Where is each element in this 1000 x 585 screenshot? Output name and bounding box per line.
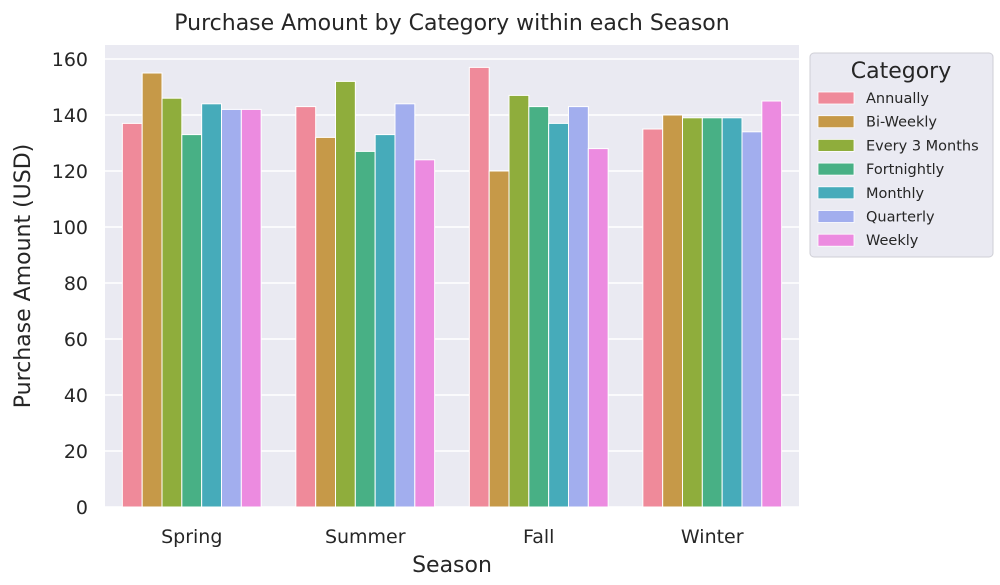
- legend-label: Quarterly: [866, 210, 935, 226]
- bar-spring-fortnightly: [181, 134, 203, 508]
- bar-spring-quarterly: [220, 108, 242, 508]
- bar-fall-fortnightly: [528, 106, 550, 508]
- legend-swatch: [817, 233, 855, 247]
- bar-spring-bi-weekly: [141, 72, 163, 508]
- legend-swatch: [817, 210, 855, 223]
- legend-swatch: [817, 186, 855, 200]
- legend-label: Fortnightly: [866, 162, 945, 178]
- y-tick-label: 120: [52, 161, 88, 183]
- bar-winter-weekly: [761, 100, 783, 508]
- x-tick-label: Summer: [325, 526, 406, 548]
- x-tick-label: Spring: [161, 526, 222, 548]
- bar-summer-bi-weekly: [315, 136, 337, 508]
- x-axis-label: Season: [412, 553, 492, 578]
- bar-winter-bi-weekly: [662, 114, 684, 508]
- legend-swatch: [817, 91, 855, 105]
- y-axis-label: Purchase Amount (USD): [11, 144, 36, 409]
- bar-fall-every-3-months: [508, 94, 530, 508]
- bar-fall-weekly: [587, 148, 609, 508]
- bar-spring-weekly: [240, 108, 262, 508]
- bar-winter-quarterly: [741, 131, 763, 508]
- bars: [121, 66, 783, 508]
- bar-summer-monthly: [374, 134, 396, 508]
- y-tick-label: 0: [76, 497, 88, 519]
- bar-winter-annually: [642, 128, 664, 508]
- legend-swatch: [817, 138, 855, 152]
- x-tick-labels: Spring Summer Fall Winter: [161, 526, 744, 548]
- legend: Category Annually Bi-Weekly Every 3 Months…: [809, 52, 994, 258]
- bar-fall-bi-weekly: [488, 170, 510, 508]
- bar-fall-quarterly: [567, 106, 589, 508]
- bar-fall-annually: [468, 66, 490, 508]
- bar-summer-weekly: [414, 159, 436, 508]
- bar-spring-monthly: [201, 103, 222, 508]
- legend-swatch: [817, 115, 855, 129]
- legend-label: Annually: [866, 91, 929, 107]
- bar-winter-monthly: [721, 117, 743, 508]
- x-tick-label: Fall: [523, 526, 554, 548]
- legend-label: Every 3 Months: [866, 138, 979, 154]
- bar-fall-monthly: [548, 122, 569, 508]
- legend-items: Annually Bi-Weekly Every 3 Months Fortnight…: [817, 91, 979, 249]
- y-tick-label: 140: [52, 105, 88, 127]
- legend-label: Bi-Weekly: [866, 115, 937, 131]
- legend-title: Category: [851, 59, 952, 84]
- y-tick-label: 160: [52, 49, 88, 71]
- y-tick-label: 60: [64, 329, 88, 351]
- bar-summer-fortnightly: [354, 150, 376, 508]
- y-tick-label: 40: [64, 385, 88, 407]
- legend-box: [809, 52, 994, 258]
- y-tick-label: 100: [52, 217, 88, 239]
- bar-summer-annually: [295, 106, 317, 508]
- bar-winter-every-3-months: [682, 117, 703, 508]
- y-tick-label: 80: [64, 273, 88, 295]
- bar-summer-every-3-months: [335, 80, 356, 508]
- bar-summer-quarterly: [394, 103, 416, 508]
- y-tick-labels: 0 20 40 60 80 100 120 140 160: [52, 49, 88, 519]
- x-tick-label: Winter: [681, 526, 744, 548]
- y-tick-label: 20: [64, 441, 88, 463]
- bar-spring-annually: [121, 122, 143, 508]
- legend-label: Weekly: [866, 233, 919, 249]
- bar-winter-fortnightly: [701, 117, 723, 508]
- bar-spring-every-3-months: [161, 97, 183, 508]
- legend-label: Monthly: [866, 186, 924, 202]
- legend-swatch: [817, 162, 855, 176]
- chart-title: Purchase Amount by Category within each …: [174, 11, 729, 36]
